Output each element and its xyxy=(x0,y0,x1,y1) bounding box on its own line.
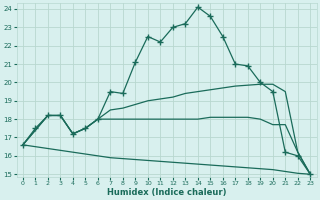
X-axis label: Humidex (Indice chaleur): Humidex (Indice chaleur) xyxy=(107,188,226,197)
